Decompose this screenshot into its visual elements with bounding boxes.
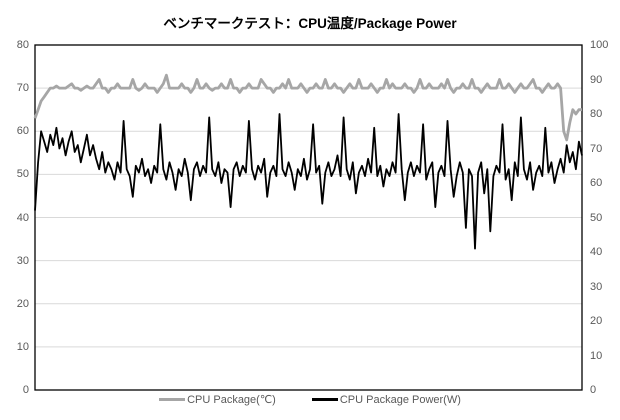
right-tick-label: 50: [590, 211, 603, 224]
left-tick-label: 40: [16, 211, 29, 224]
left-tick-label: 80: [16, 39, 29, 51]
chart-title: ベンチマークテスト：CPU温度/Package Power: [163, 16, 457, 31]
right-axis: 0 10 20 30 40 50 60 70 80 90 100: [590, 0, 620, 420]
left-tick-label: 0: [22, 384, 29, 396]
left-tick-label: 70: [16, 82, 29, 95]
right-tick-label: 60: [590, 177, 603, 189]
right-tick-label: 100: [590, 39, 609, 51]
left-axis: 0 10 20 30 40 50 60 70 80: [0, 0, 29, 420]
right-tick-label: 30: [590, 280, 603, 293]
right-tick-label: 80: [590, 108, 603, 120]
legend-label-power: CPU Package Power(W): [339, 393, 461, 406]
right-tick-label: 20: [590, 315, 603, 327]
legend-item-temp: CPU Package(℃): [159, 393, 276, 406]
series-line-temp: [33, 73, 582, 142]
left-tick-label: 20: [16, 297, 29, 310]
legend: CPU Package(℃) CPU Package Power(W): [0, 393, 620, 406]
legend-swatch-power: [311, 398, 338, 401]
right-tick-label: 70: [590, 142, 603, 155]
legend-item-power: CPU Package Power(W): [311, 393, 461, 406]
right-tick-label: 10: [590, 349, 603, 362]
left-tick-label: 30: [16, 254, 29, 267]
plot-border: [34, 44, 583, 391]
left-tick-label: 50: [16, 168, 29, 181]
series-line-power: [34, 113, 583, 250]
legend-swatch-temp: [159, 398, 186, 401]
legend-label-temp: CPU Package(℃): [187, 394, 276, 406]
left-tick-label: 60: [16, 125, 29, 138]
right-tick-label: 0: [590, 384, 597, 396]
right-tick-label: 40: [590, 246, 603, 258]
right-tick-label: 90: [590, 73, 603, 86]
left-tick-label: 10: [16, 340, 29, 353]
